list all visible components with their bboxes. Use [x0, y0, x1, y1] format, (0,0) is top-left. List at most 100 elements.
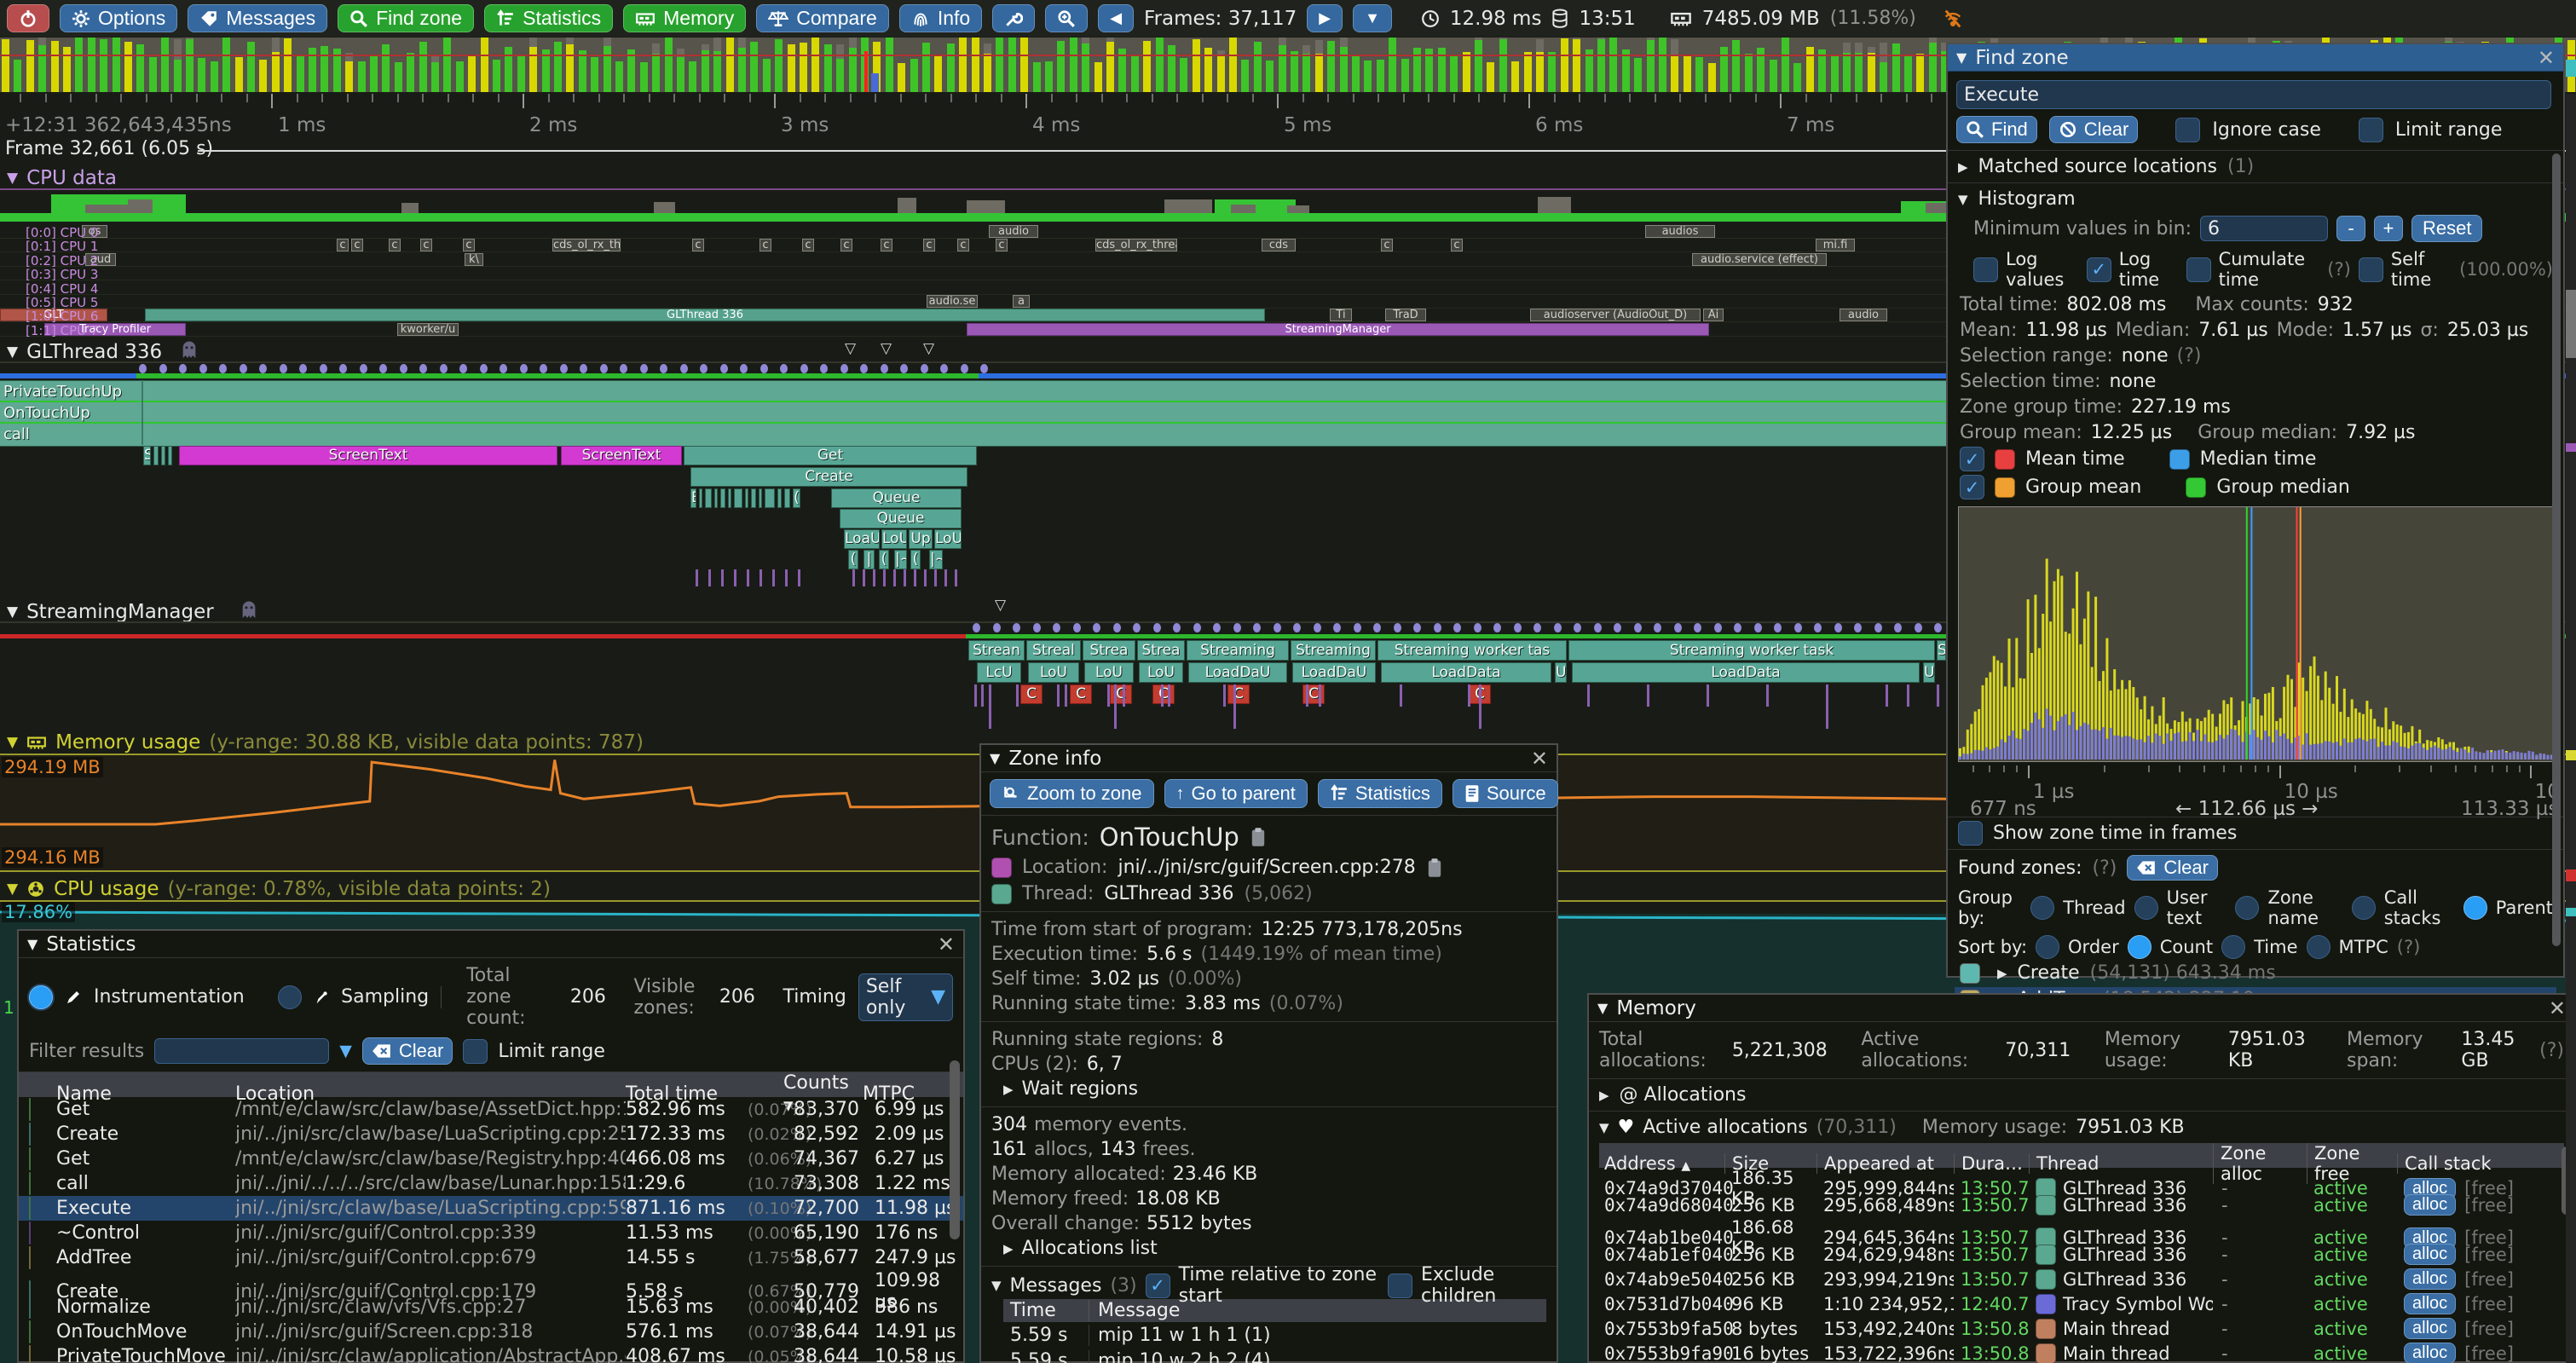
cpu-zone-block[interactable]: audio.se [927, 295, 978, 308]
groupby-radio-parent[interactable] [2463, 896, 2487, 920]
timeline-zone[interactable]: C [1070, 684, 1092, 704]
statistics-row[interactable]: Get/mnt/e/claw/src/claw/base/Registry.hp… [19, 1146, 963, 1171]
timeline-zone[interactable]: Queue [831, 488, 962, 508]
timeline-zone[interactable] [759, 488, 762, 508]
timeline-zone[interactable]: Strea [1137, 640, 1185, 661]
statistics-row[interactable]: AddTree jni/../jni/src/guif/Control.cpp:6… [19, 1245, 963, 1270]
timeline-zone[interactable] [699, 488, 702, 508]
filter-input[interactable] [154, 1038, 330, 1064]
goto-frame-button[interactable]: ▼ [1353, 4, 1392, 32]
cpu-zone-block[interactable]: kworker/u [397, 322, 459, 336]
timeline-zone[interactable]: C [1152, 684, 1175, 704]
timeline-zone[interactable]: S [143, 446, 151, 465]
limit-range-checkbox[interactable] [463, 1038, 488, 1064]
log-values-checkbox[interactable] [1973, 257, 1998, 282]
cpu-zone-block[interactable]: c [351, 239, 363, 252]
cpu-zone-block[interactable]: cds_ol_rx_threa [1095, 239, 1177, 252]
cpu-zone-block[interactable]: c [923, 239, 935, 252]
memory-allocation-row[interactable]: 0x74a9d68040 256 KB 295,668,489ns 13:50.7 GL… [1604, 1194, 2514, 1216]
cumulate-time-checkbox[interactable] [2186, 257, 2211, 282]
groupby-radio-thread[interactable] [2030, 896, 2055, 920]
compare-button[interactable]: Compare [756, 4, 889, 32]
cpu-zone-block[interactable]: c [463, 239, 475, 252]
clear-found-button[interactable]: Clear [2127, 855, 2218, 881]
timeline-zone[interactable]: Streaming worker tas [1378, 640, 1567, 661]
alloc-callstack-button[interactable]: alloc [2404, 1268, 2457, 1290]
right-scrollbar[interactable] [2566, 60, 2576, 1363]
cpu-zone-block[interactable]: c [840, 239, 852, 252]
statistics-panel-header[interactable]: ▼ Statistics ✕ [19, 931, 963, 958]
timeline-zone[interactable] [714, 488, 718, 508]
find-zone-panel-header[interactable]: ▼ Find zone ✕ [1948, 44, 2563, 72]
cpu-data-section-header[interactable]: ▼ CPU data [7, 167, 117, 189]
streaming-section-header[interactable]: ▼ StreamingManager [7, 601, 214, 623]
sortby-radio-mtpc[interactable] [2306, 935, 2331, 959]
timeline-zone[interactable]: LoadData [1572, 662, 1920, 683]
allocations-list-expander[interactable]: ▶ Allocations list [1003, 1238, 1158, 1259]
sortby-radio-count[interactable] [2127, 935, 2151, 959]
alloc-callstack-button[interactable]: alloc [2404, 1194, 2457, 1216]
timeline-zone[interactable]: ScreenText [561, 446, 682, 465]
bin-plus-button[interactable]: + [2373, 216, 2403, 241]
cpu-zone-block[interactable]: mi.fi [1816, 239, 1855, 252]
timeline-zone[interactable]: Strea [1083, 640, 1135, 661]
timeline-zone[interactable]: C [1110, 684, 1132, 704]
exclude-children-checkbox[interactable] [1388, 1273, 1413, 1298]
self-time-checkbox[interactable] [2358, 257, 2383, 282]
power-button[interactable] [7, 4, 49, 32]
message-marker-icon[interactable]: ▽ [881, 340, 892, 357]
statistics-scrollbar-thumb[interactable] [950, 1060, 960, 1239]
timeline-zone[interactable] [765, 488, 775, 508]
statistics-button[interactable]: Statistics [484, 4, 614, 32]
timeline-zone[interactable]: Strean [968, 640, 1025, 661]
wrench-button[interactable] [992, 4, 1036, 32]
close-icon[interactable]: ✕ [2548, 996, 2566, 1020]
alloc-callstack-button[interactable]: alloc [2404, 1318, 2457, 1339]
alloc-callstack-button[interactable]: alloc [2404, 1343, 2457, 1363]
collapse-arrow-icon[interactable]: ▼ [7, 170, 19, 187]
timeline-zone[interactable]: LoadDaU [1188, 662, 1287, 683]
memory-allocation-row[interactable]: 0x74ab1be040 186.68 KB 294,645,364ns 13:50.… [1604, 1217, 2514, 1258]
timing-dropdown[interactable]: Self only ▼ [858, 973, 954, 1021]
cpu-zone-block[interactable]: TraD [1385, 309, 1426, 322]
timeline-zone[interactable] [153, 446, 159, 465]
timeline-zone[interactable] [705, 488, 712, 508]
statistics-row[interactable]: call jni/../jni/../../../src/claw/base/Lu… [19, 1171, 963, 1196]
log-time-checkbox[interactable]: ✓ [2086, 257, 2111, 282]
memory-table-header[interactable]: Address ▲ Size Appeared at Dura… Thread Zone … [1599, 1143, 2564, 1184]
active-allocations-expander[interactable]: ▼ ♥ Active allocations (70,311) Memory usage… [1599, 1117, 2185, 1138]
find-button[interactable]: Find [1956, 116, 2037, 143]
collapse-arrow-icon[interactable]: ▼ [990, 750, 1001, 766]
timeline-zone[interactable]: |~ [894, 550, 907, 569]
cpu-zone-block[interactable]: c [692, 239, 704, 252]
timeline-zone[interactable]: LoU [1139, 662, 1183, 683]
timeline-zone[interactable]: |~ [929, 550, 943, 569]
cpu-zone-block[interactable]: GLT [0, 309, 107, 322]
message-row[interactable]: 5.59 s mip 10 w 2 h 2 (4) [1003, 1348, 1546, 1363]
find-zone-button[interactable]: Find zone [338, 4, 475, 32]
histogram-expander[interactable]: ▼ Histogram [1958, 188, 2076, 210]
legend-checkbox[interactable]: ✓ [1960, 475, 1984, 500]
cpu-zone-block[interactable]: c [389, 239, 401, 252]
timeline-zone[interactable]: S [1937, 640, 1946, 661]
timeline-zone[interactable]: LoU [1084, 662, 1134, 683]
go-to-parent-button[interactable]: ↑ Go to parent [1164, 779, 1308, 808]
timeline-zone[interactable]: ( [793, 488, 800, 508]
show-zone-time-checkbox[interactable] [1958, 821, 1983, 846]
alloc-callstack-button[interactable]: alloc [2404, 1244, 2457, 1265]
timeline-zone[interactable]: Create [690, 467, 967, 487]
collapse-arrow-icon[interactable]: ▼ [27, 936, 38, 952]
timeline-zone[interactable]: C [1020, 684, 1043, 704]
timeline-zone[interactable] [784, 488, 790, 508]
instrumentation-radio[interactable] [29, 985, 53, 1009]
sortby-radio-time[interactable] [2221, 935, 2246, 959]
memory-panel-header[interactable]: ▼ Memory ✕ [1589, 995, 2574, 1022]
cpu-zone-block[interactable]: cds_ol_rx_thr [552, 239, 621, 252]
memory-allocation-row[interactable]: 0x74ab1ef040 256 KB 294,629,948ns 13:50.7 GL… [1604, 1244, 2514, 1265]
timeline-zone[interactable]: ( [848, 550, 858, 569]
bin-minus-button[interactable]: - [2336, 216, 2365, 241]
timeline-zone[interactable]: Streaming worker task [1568, 640, 1935, 661]
timeline-zone[interactable]: LoU [1028, 662, 1079, 683]
message-row[interactable]: 5.59 s mip 11 w 1 h 1 (1) [1003, 1322, 1546, 1348]
